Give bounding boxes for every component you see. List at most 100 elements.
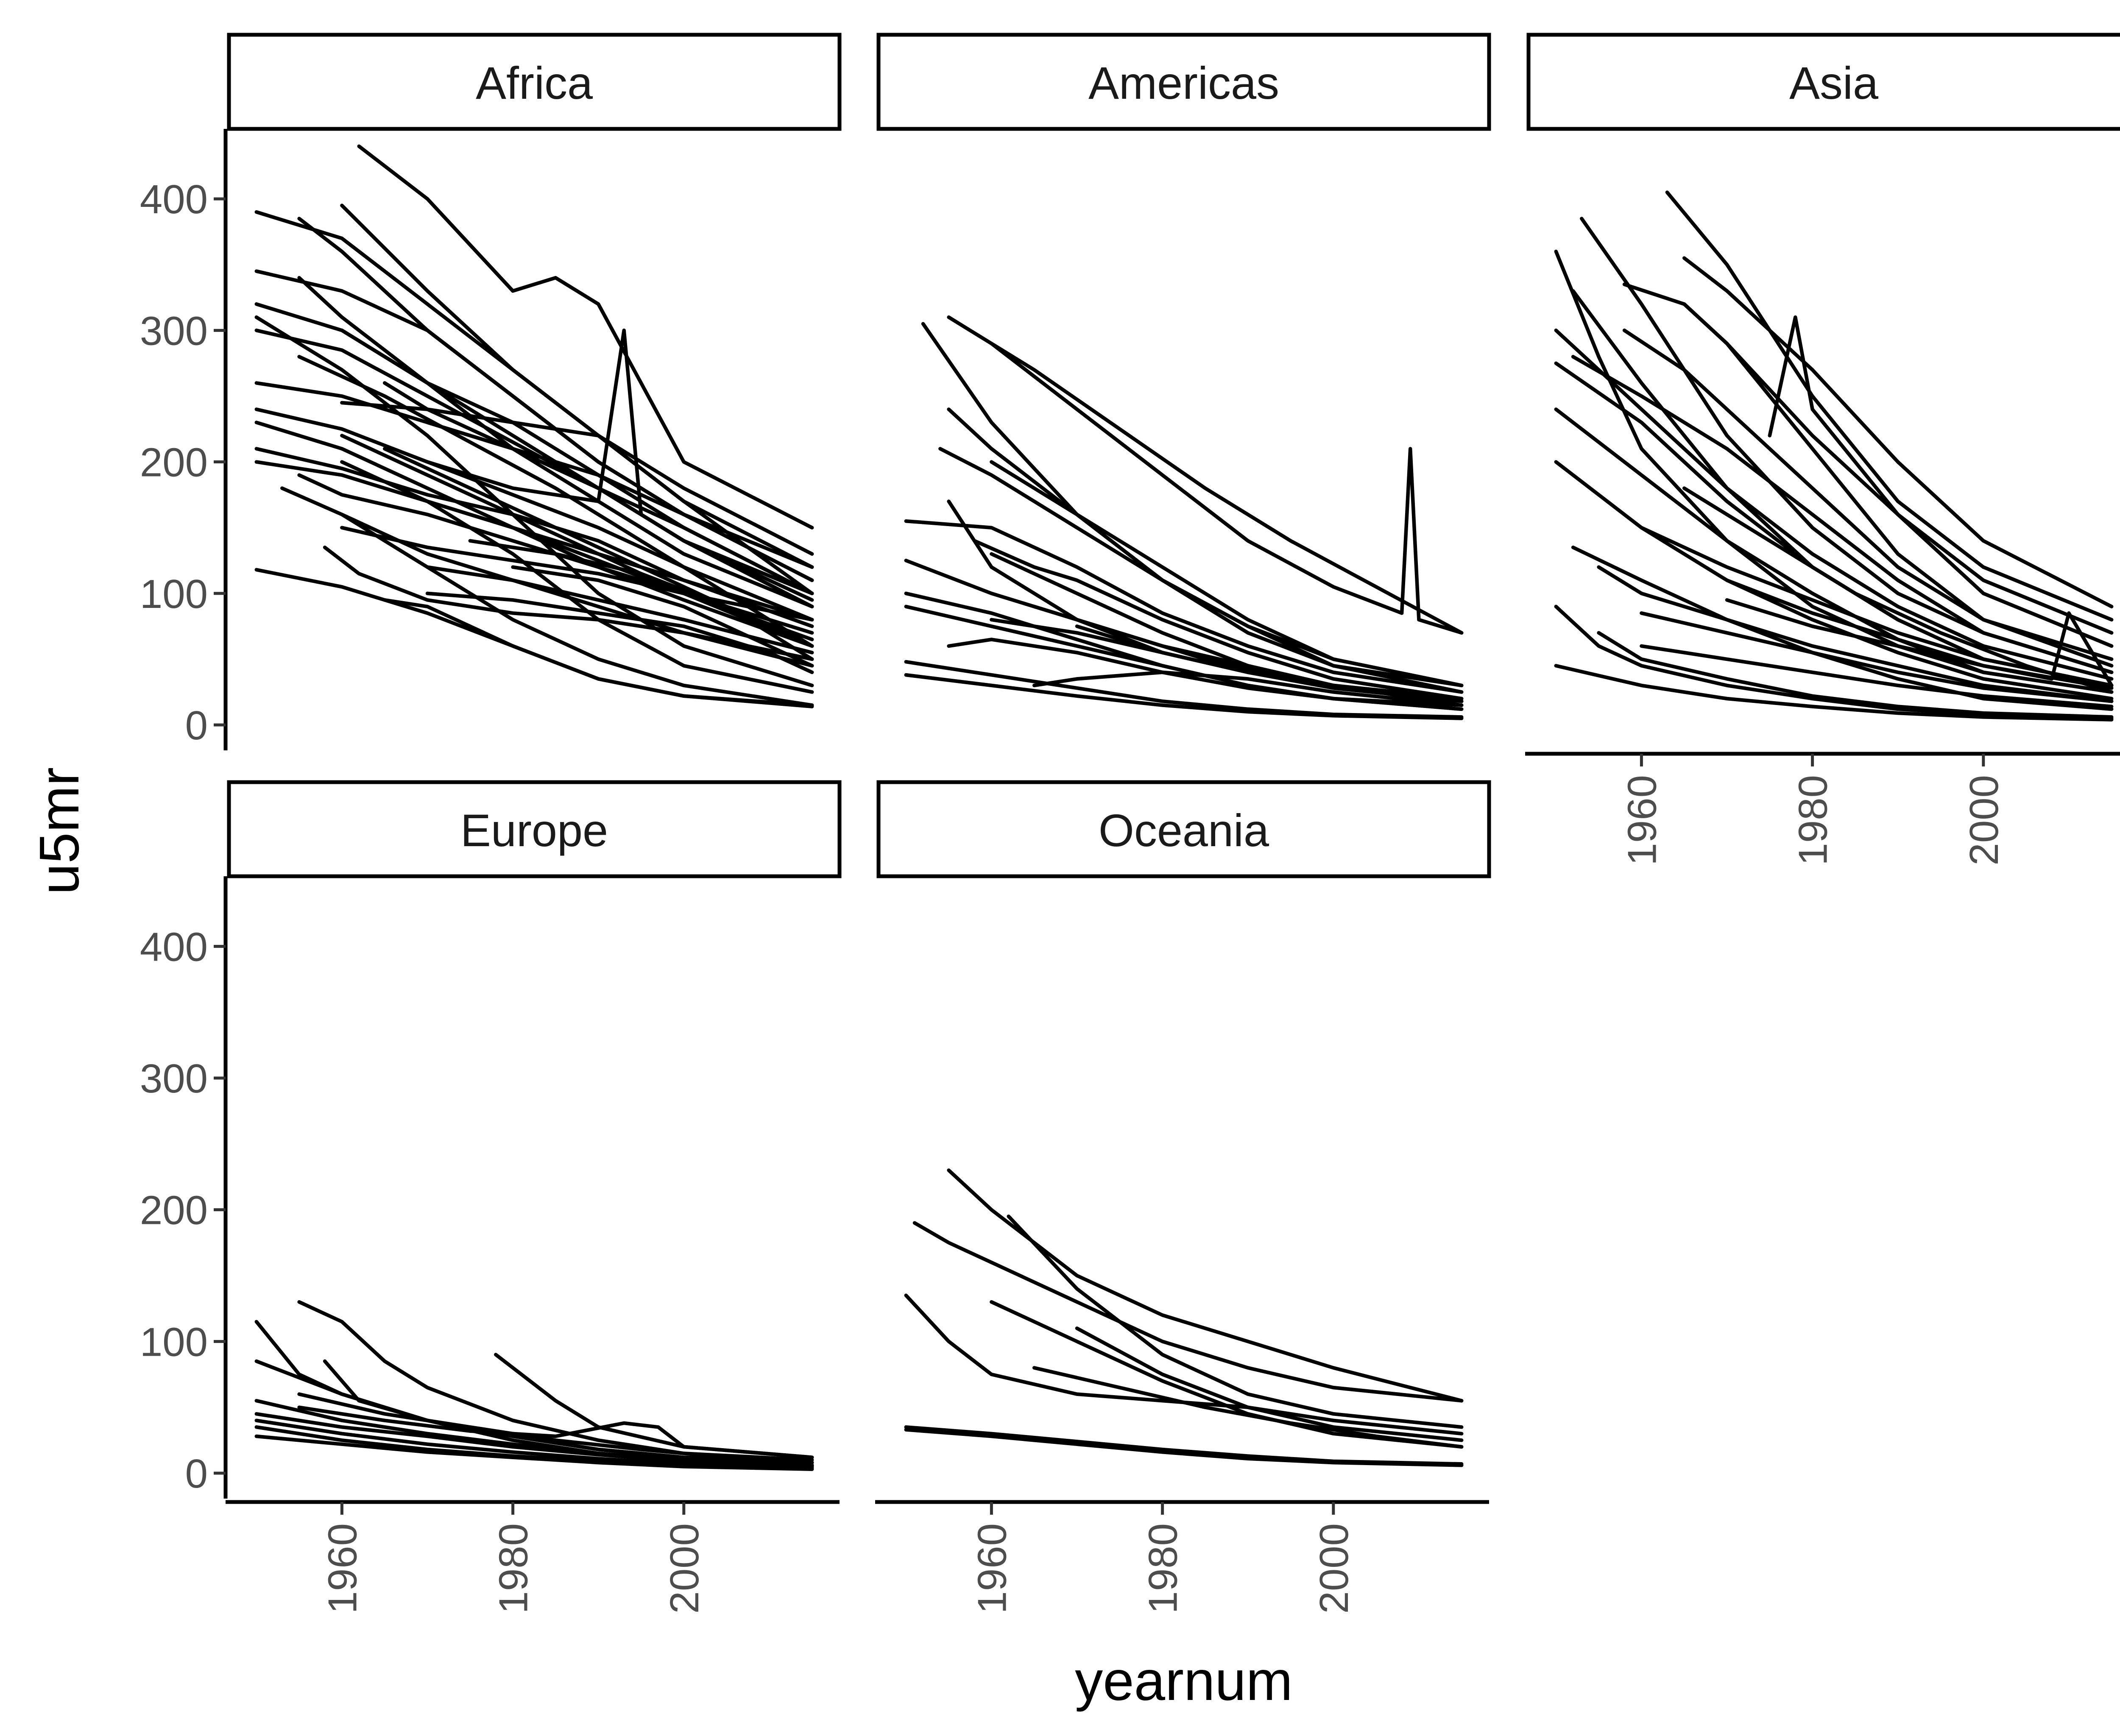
panel-africa: Africa [227, 33, 842, 708]
series-line-europe-11 [297, 1392, 814, 1465]
series-line-americas-15 [972, 539, 1464, 701]
series-line-asia-19 [1640, 526, 2114, 688]
series-line-asia-16 [1640, 611, 2114, 703]
series-line-africa-35 [340, 526, 814, 622]
x-tick-label-oceania-1980: 1980 [1141, 1523, 1186, 1614]
x-tick-label-europe-1980: 1980 [491, 1523, 536, 1614]
series-line-americas-1 [947, 315, 1464, 635]
series-line-africa-29 [297, 355, 814, 648]
y-tick-label-europe-200: 200 [140, 1188, 208, 1233]
series-line-oceania-1 [947, 1168, 1464, 1403]
panel-europe: Europe [227, 780, 842, 1471]
y-tick-label-europe-300: 300 [140, 1056, 208, 1101]
series-line-africa-11 [297, 217, 814, 582]
axes-layer: 0 100 200 300 400 1960 1980 2000 0 100 200 300 400 19… [140, 129, 2120, 1614]
series-line-africa-26 [382, 381, 814, 602]
y-tick-label-africa-400: 400 [140, 177, 208, 222]
panel-americas-strip-label: Americas [1088, 57, 1279, 109]
x-tick-label-europe-1960: 1960 [320, 1523, 365, 1614]
series-line-americas-4 [904, 519, 1464, 694]
panel-africa-lines [254, 144, 814, 708]
panel-europe-lines [254, 1300, 814, 1471]
series-line-oceania-5 [990, 1300, 1464, 1449]
y-tick-label-europe-100: 100 [140, 1319, 208, 1365]
x-tick-label-asia-2000: 2000 [1961, 775, 2007, 866]
panel-oceania-strip [876, 780, 1491, 878]
series-line-asia-9 [1571, 355, 2114, 674]
series-line-asia-14 [1554, 664, 2114, 722]
x-tick-label-asia-1960: 1960 [1619, 775, 1665, 866]
panel-americas: Americas [876, 33, 1491, 720]
y-tick-label-africa-300: 300 [140, 308, 208, 354]
series-line-asia-13 [1597, 631, 2114, 719]
series-line-europe-8 [254, 1434, 814, 1471]
series-line-africa-34 [425, 591, 814, 674]
series-line-europe-12 [254, 1418, 814, 1468]
series-line-africa-33 [511, 565, 814, 668]
y-axis-title: u5mr [28, 767, 90, 895]
panel-africa-strip [227, 33, 842, 131]
panel-oceania: Oceania [876, 780, 1491, 1467]
x-tick-label-asia-1980: 1980 [1791, 775, 1836, 866]
series-line-africa-10 [357, 144, 814, 529]
y-tick-label-europe-0: 0 [185, 1451, 208, 1496]
series-line-asia-3 [1665, 190, 2114, 622]
series-line-americas-17 [990, 460, 1464, 688]
series-line-oceania-4 [1007, 1214, 1464, 1429]
series-line-asia-1 [1580, 217, 2114, 674]
series-line-americas-13 [904, 605, 1464, 707]
series-line-africa-12 [340, 203, 814, 569]
series-line-americas-9 [904, 673, 1464, 720]
y-tick-label-africa-200: 200 [140, 440, 208, 485]
series-line-oceania-9 [1075, 1326, 1464, 1442]
panel-asia-strip-label: Asia [1789, 57, 1879, 109]
y-tick-label-europe-400: 400 [140, 924, 208, 970]
series-line-americas-2 [990, 342, 1464, 635]
panel-asia-strip [1526, 33, 2120, 131]
x-tick-label-europe-2000: 2000 [662, 1523, 707, 1614]
panel-asia: Asia [1526, 33, 2120, 722]
series-line-africa-17 [323, 545, 814, 661]
series-line-asia-8 [1554, 407, 2114, 694]
series-line-africa-28 [340, 434, 814, 648]
series-line-americas-6 [947, 407, 1464, 694]
series-line-africa-25 [340, 329, 814, 609]
series-line-africa-19 [340, 460, 814, 694]
series-line-africa-23 [340, 401, 814, 596]
series-line-africa-32 [468, 539, 814, 648]
panel-americas-strip [876, 33, 1491, 131]
series-line-oceania-8 [904, 1425, 1464, 1466]
panel-oceania-lines [904, 1168, 1464, 1467]
series-line-oceania-3 [904, 1293, 1464, 1436]
y-tick-label-africa-0: 0 [185, 703, 208, 748]
series-line-oceania-6 [1032, 1366, 1464, 1449]
x-axis-title: yearnum [1075, 1650, 1293, 1712]
series-line-asia-15 [1597, 565, 2114, 703]
x-tick-label-oceania-2000: 2000 [1311, 1523, 1357, 1614]
series-line-americas-18 [1032, 670, 1464, 707]
series-line-asia-21 [1768, 315, 2114, 648]
series-line-africa-9 [254, 568, 814, 707]
x-tick-label-oceania-1960: 1960 [969, 1523, 1015, 1614]
series-line-africa-20 [340, 513, 814, 707]
series-line-asia-25 [1725, 598, 2114, 688]
series-line-africa-30 [382, 447, 814, 661]
series-line-asia-18 [1622, 329, 2114, 661]
series-line-africa-21 [382, 598, 814, 708]
series-line-americas-20 [1032, 605, 1464, 707]
series-line-europe-5 [323, 1359, 814, 1465]
series-line-asia-23 [1682, 486, 2114, 694]
series-line-europe-9 [297, 1405, 814, 1459]
panel-oceania-strip-label: Oceania [1099, 805, 1269, 856]
panel-africa-strip-label: Africa [476, 57, 593, 109]
panel-asia-lines [1554, 190, 2114, 722]
series-line-africa-31 [425, 565, 814, 655]
y-tick-label-africa-100: 100 [140, 571, 208, 617]
series-line-asia-24 [1554, 329, 2114, 681]
series-line-asia-22 [1640, 644, 2114, 708]
series-line-asia-4 [1682, 256, 2114, 609]
panel-europe-strip [227, 780, 842, 878]
panel-europe-strip-label: Europe [460, 805, 608, 856]
panel-americas-lines [904, 315, 1464, 720]
